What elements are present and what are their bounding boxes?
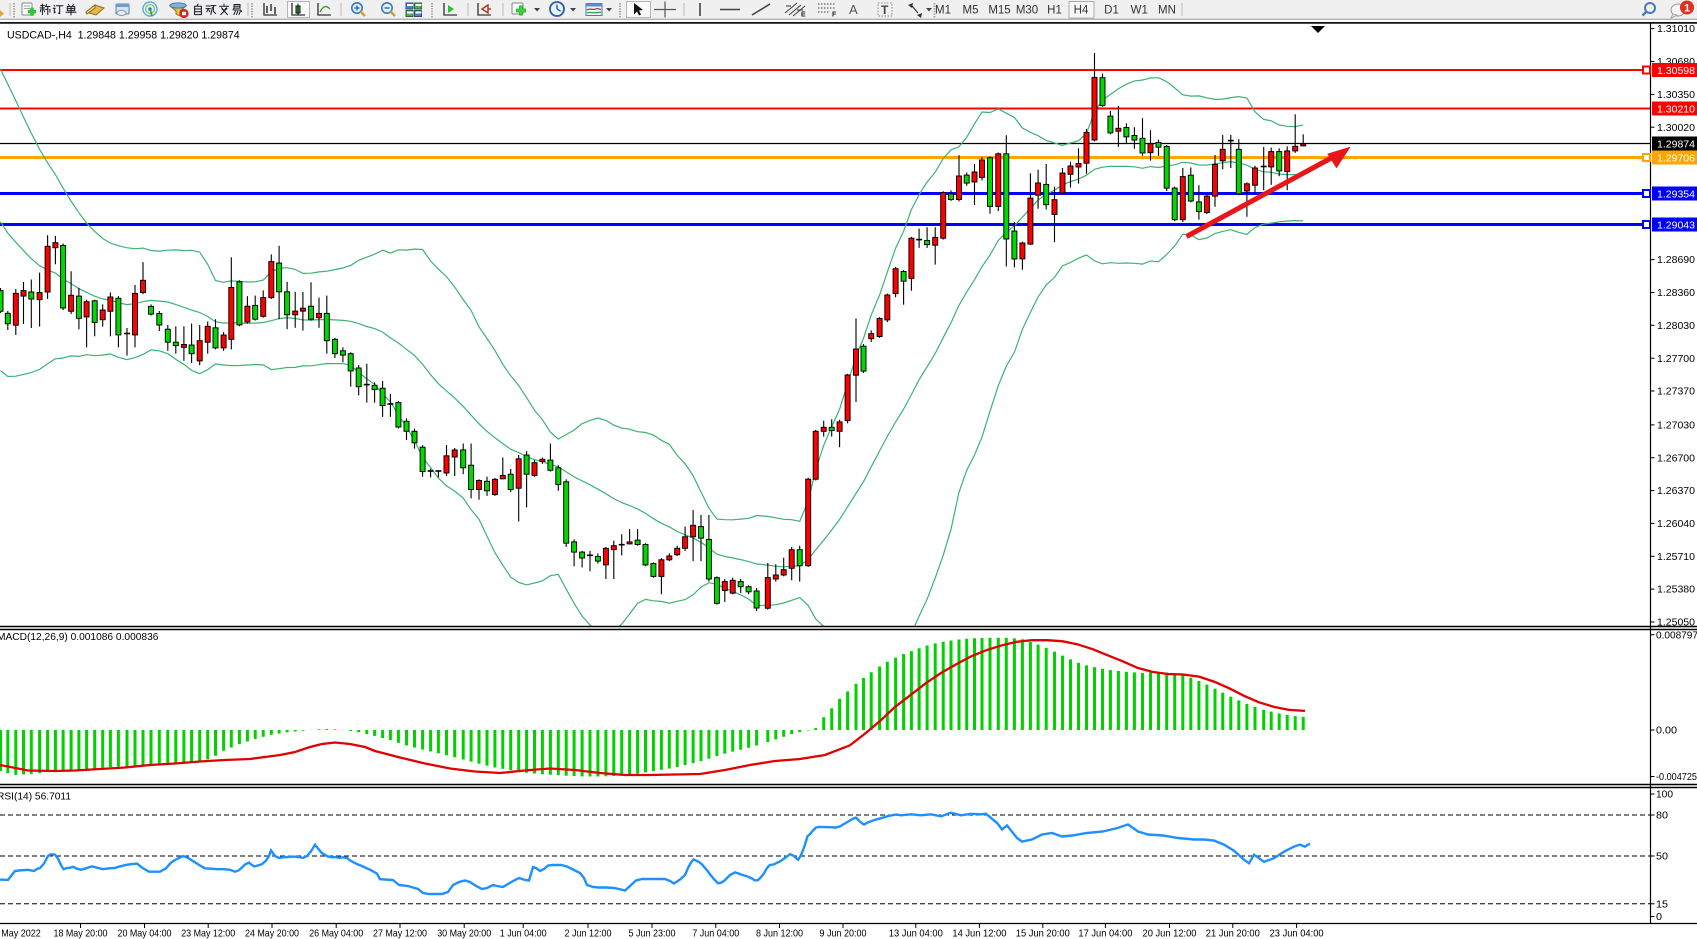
svg-text:RSI(14) 56.7011: RSI(14) 56.7011 [0, 792, 71, 803]
svg-text:15: 15 [1656, 899, 1668, 910]
svg-text:9 Jun 20:00: 9 Jun 20:00 [820, 929, 867, 939]
svg-text:1 Jun 04:00: 1 Jun 04:00 [500, 929, 547, 939]
svg-text:E: E [801, 12, 806, 19]
svg-text:1.30020: 1.30020 [1657, 123, 1695, 134]
svg-text:1.30350: 1.30350 [1657, 90, 1695, 101]
svg-text:-0.004725: -0.004725 [1656, 772, 1697, 783]
svg-text:1.28030: 1.28030 [1657, 321, 1695, 332]
svg-text:1.29706: 1.29706 [1657, 153, 1695, 164]
svg-text:1.26040: 1.26040 [1657, 519, 1695, 530]
svg-text:2 Jun 12:00: 2 Jun 12:00 [565, 929, 612, 939]
svg-text:USDCAD-,H4 1.29848 1.29958 1.: USDCAD-,H4 1.29848 1.29958 1.29820 1.298… [7, 30, 240, 42]
svg-text:100: 100 [1656, 790, 1673, 801]
svg-text:13 Jun 04:00: 13 Jun 04:00 [889, 929, 943, 939]
svg-text:1: 1 [1684, 3, 1690, 15]
svg-text:F: F [832, 12, 837, 19]
svg-text:17 Jun 04:00: 17 Jun 04:00 [1078, 929, 1132, 939]
svg-text:26 May 04:00: 26 May 04:00 [309, 929, 363, 939]
svg-text:1.25380: 1.25380 [1657, 585, 1695, 596]
svg-text:MN: MN [1158, 5, 1176, 17]
svg-text:50: 50 [1656, 852, 1668, 863]
svg-text:7 Jun 04:00: 7 Jun 04:00 [692, 929, 739, 939]
svg-text:W1: W1 [1131, 5, 1148, 17]
svg-text:M1: M1 [935, 5, 951, 17]
svg-text:T: T [881, 3, 889, 17]
svg-text:0.008797: 0.008797 [1656, 630, 1697, 641]
svg-text:1.27370: 1.27370 [1657, 387, 1695, 398]
svg-text:A: A [849, 2, 858, 17]
svg-text:1.26370: 1.26370 [1657, 486, 1695, 497]
svg-text:1.30680: 1.30680 [1657, 57, 1695, 68]
svg-text:8 Jun 12:00: 8 Jun 12:00 [756, 929, 803, 939]
svg-text:M5: M5 [963, 5, 979, 17]
svg-text:18 May 20:00: 18 May 20:00 [54, 929, 108, 939]
svg-text:1.29354: 1.29354 [1657, 189, 1695, 200]
svg-text:H4: H4 [1074, 5, 1089, 17]
svg-text:20 May 04:00: 20 May 04:00 [118, 929, 172, 939]
svg-text:1.29043: 1.29043 [1657, 220, 1695, 231]
svg-text:MACD(12,26,9) 0.001086 0.00083: MACD(12,26,9) 0.001086 0.000836 [0, 632, 159, 643]
svg-text:1.28690: 1.28690 [1657, 255, 1695, 266]
svg-text:5 Jun 23:00: 5 Jun 23:00 [629, 929, 676, 939]
svg-text:20 Jun 12:00: 20 Jun 12:00 [1143, 929, 1197, 939]
svg-text:0.00: 0.00 [1656, 726, 1677, 737]
svg-text:15 Jun 20:00: 15 Jun 20:00 [1016, 929, 1070, 939]
svg-text:27 May 12:00: 27 May 12:00 [373, 929, 427, 939]
svg-text:1.31010: 1.31010 [1657, 24, 1695, 35]
svg-text:1.25050: 1.25050 [1657, 618, 1695, 629]
svg-text:1.29874: 1.29874 [1657, 139, 1695, 150]
svg-text:1.28360: 1.28360 [1657, 288, 1695, 299]
svg-text:80: 80 [1656, 811, 1668, 822]
svg-text:24 May 20:00: 24 May 20:00 [245, 929, 299, 939]
svg-text:H1: H1 [1047, 5, 1062, 17]
svg-text:0: 0 [1656, 912, 1662, 923]
svg-text:23 Jun 04:00: 23 Jun 04:00 [1270, 929, 1324, 939]
svg-text:1.27700: 1.27700 [1657, 354, 1695, 365]
svg-text:1.30210: 1.30210 [1657, 104, 1695, 115]
svg-text:1.27030: 1.27030 [1657, 421, 1695, 432]
svg-text:14 Jun 12:00: 14 Jun 12:00 [952, 929, 1006, 939]
svg-text:M30: M30 [1016, 5, 1038, 17]
svg-text:21 Jun 20:00: 21 Jun 20:00 [1206, 929, 1260, 939]
svg-text:M15: M15 [988, 5, 1010, 17]
svg-text:1.25710: 1.25710 [1657, 552, 1695, 563]
svg-text:23 May 12:00: 23 May 12:00 [181, 929, 235, 939]
svg-text:May 2022: May 2022 [1, 929, 41, 939]
svg-text:30 May 20:00: 30 May 20:00 [437, 929, 491, 939]
svg-text:D1: D1 [1104, 5, 1119, 17]
svg-text:1.30598: 1.30598 [1657, 66, 1695, 77]
svg-text:1.26700: 1.26700 [1657, 453, 1695, 464]
